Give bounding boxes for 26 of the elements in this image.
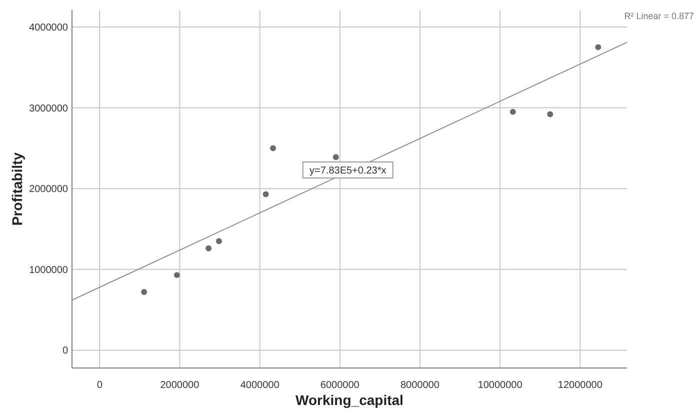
annotation: y=7.83E5+0.23*x (310, 166, 386, 177)
point (216, 238, 222, 244)
y-tick-label: 0 (62, 346, 68, 357)
annotation: R² Linear = 0.877 (624, 11, 694, 21)
x-axis-title: Working_capital (296, 392, 404, 408)
x-tick-label: 8000000 (400, 380, 440, 391)
point (174, 272, 180, 278)
point (510, 108, 516, 115)
x-tick-label: 12000000 (558, 380, 603, 391)
x-tick-label: 0 (96, 380, 103, 391)
point (206, 245, 212, 252)
x-tick-label: 10000000 (478, 380, 523, 391)
point (595, 44, 602, 50)
x-tick-label: 4000000 (240, 380, 280, 391)
point (547, 111, 554, 118)
y-axis-title: Profitabilty (9, 152, 25, 226)
point (332, 154, 339, 160)
y-tick-label: 3000000 (29, 103, 68, 114)
y-tick-label: 2000000 (29, 184, 68, 196)
y-tick-label: 1000000 (29, 264, 68, 276)
x-tick-label: 2000000 (160, 380, 200, 391)
point (141, 289, 148, 296)
y-tick-label: 4000000 (29, 22, 68, 34)
point (270, 145, 276, 152)
point (262, 191, 269, 198)
x-tick-label: 6000000 (320, 380, 360, 391)
